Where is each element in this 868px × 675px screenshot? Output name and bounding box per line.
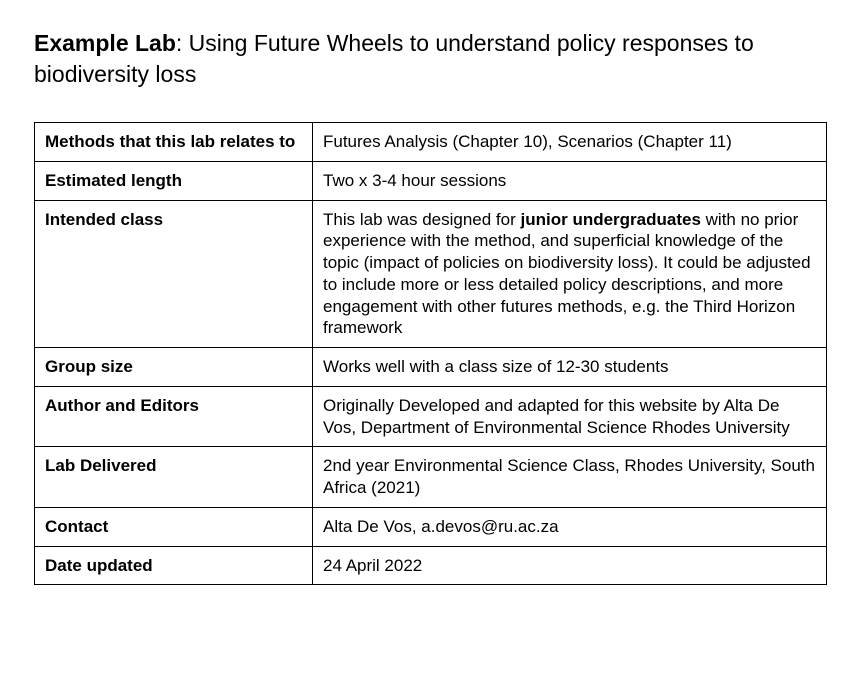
lab-info-table: Methods that this lab relates to Futures… <box>34 122 827 585</box>
row-value: This lab was designed for junior undergr… <box>313 200 827 348</box>
row-key: Date updated <box>35 546 313 585</box>
table-row: Estimated length Two x 3-4 hour sessions <box>35 161 827 200</box>
intended-class-pre: This lab was designed for <box>323 210 521 229</box>
row-value: 24 April 2022 <box>313 546 827 585</box>
row-key: Methods that this lab relates to <box>35 123 313 162</box>
row-key: Contact <box>35 507 313 546</box>
title-label: Example Lab <box>34 30 176 56</box>
table-row: Author and Editors Originally Developed … <box>35 386 827 447</box>
row-value: Two x 3-4 hour sessions <box>313 161 827 200</box>
row-key: Author and Editors <box>35 386 313 447</box>
row-value: 2nd year Environmental Science Class, Rh… <box>313 447 827 508</box>
row-key: Group size <box>35 348 313 387</box>
row-key: Lab Delivered <box>35 447 313 508</box>
table-row: Methods that this lab relates to Futures… <box>35 123 827 162</box>
table-row: Intended class This lab was designed for… <box>35 200 827 348</box>
row-value: Originally Developed and adapted for thi… <box>313 386 827 447</box>
row-key: Estimated length <box>35 161 313 200</box>
row-value: Alta De Vos, a.devos@ru.ac.za <box>313 507 827 546</box>
table-row: Group size Works well with a class size … <box>35 348 827 387</box>
table-row: Contact Alta De Vos, a.devos@ru.ac.za <box>35 507 827 546</box>
table-row: Lab Delivered 2nd year Environmental Sci… <box>35 447 827 508</box>
row-value: Futures Analysis (Chapter 10), Scenarios… <box>313 123 827 162</box>
table-row: Date updated 24 April 2022 <box>35 546 827 585</box>
row-value: Works well with a class size of 12-30 st… <box>313 348 827 387</box>
document-title: Example Lab: Using Future Wheels to unde… <box>34 28 834 90</box>
row-key: Intended class <box>35 200 313 348</box>
intended-class-bold: junior undergraduates <box>521 210 701 229</box>
